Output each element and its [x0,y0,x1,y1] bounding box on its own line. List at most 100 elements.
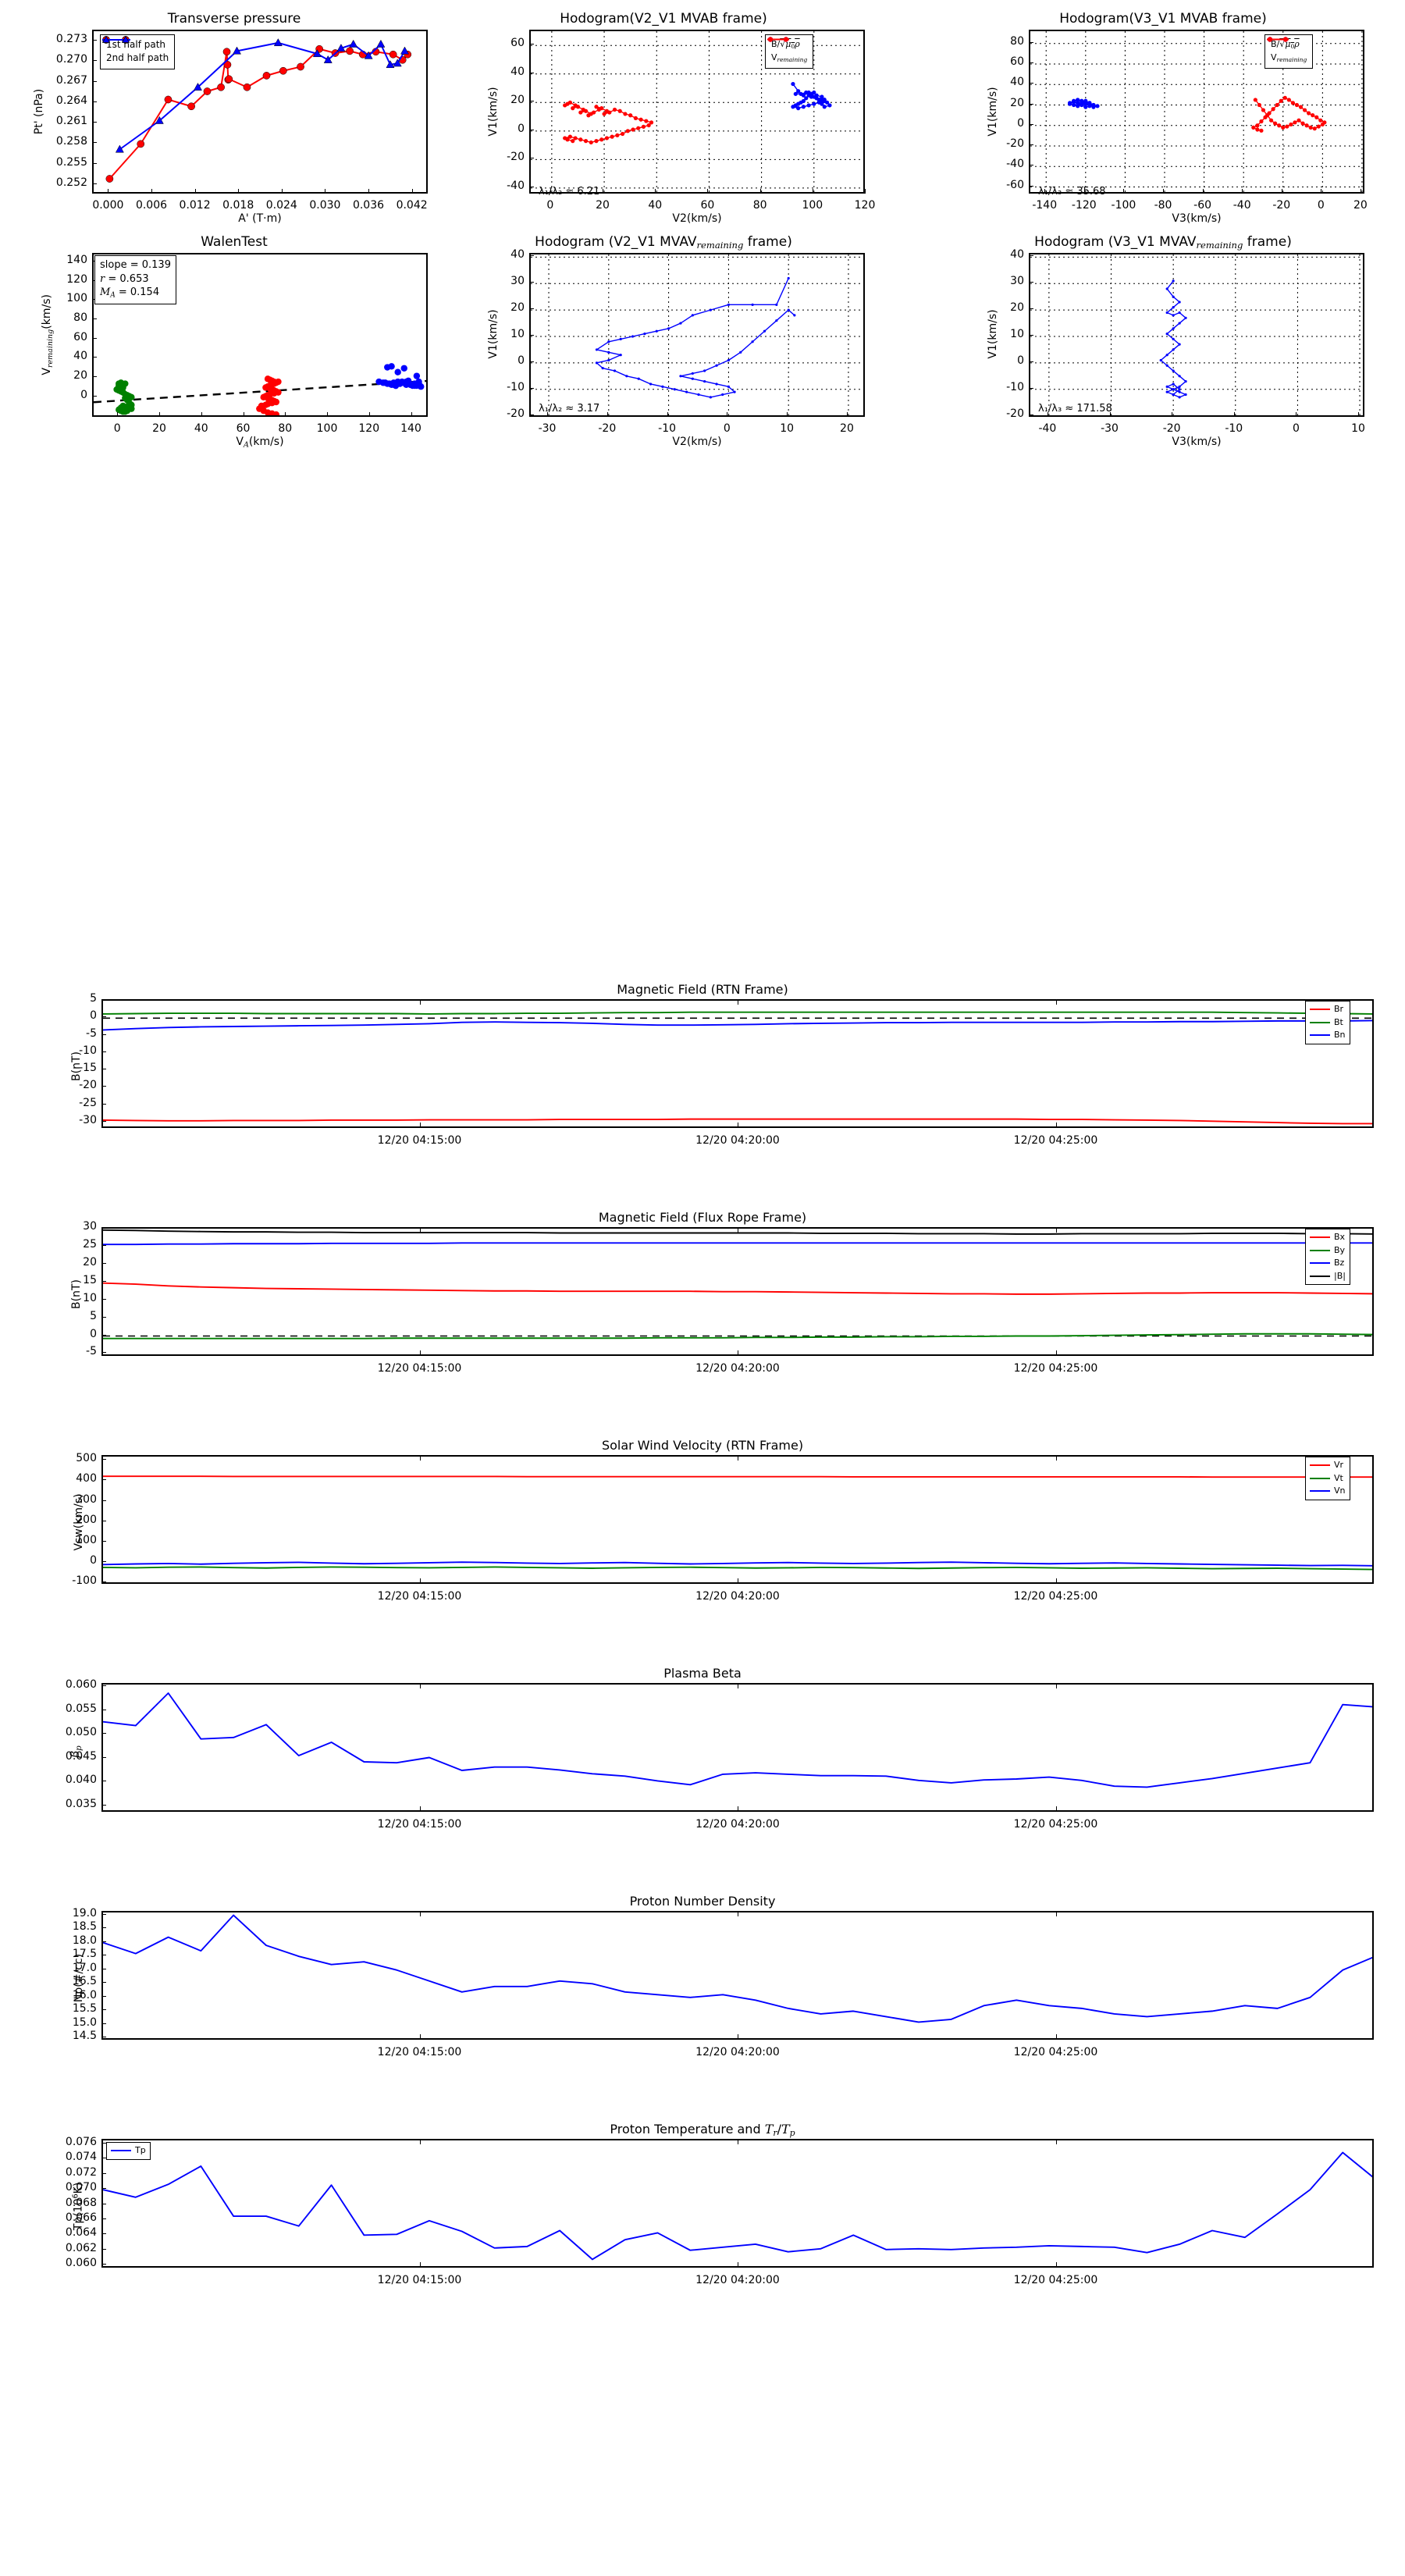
y-tick-label: 40 [510,248,525,262]
y-tick-label: 40 [1010,248,1024,262]
y-tick-label: 20 [73,369,87,382]
data-point [583,139,589,144]
data-point [571,106,575,111]
data-point [643,333,646,336]
data-point [636,126,641,130]
data-point [1178,388,1181,391]
y-tick-label: 80 [1010,34,1024,48]
data-point [1268,118,1274,123]
data-point [589,140,593,145]
x-tick-label: 0.036 [352,199,385,212]
data-point [679,322,682,325]
data-point [279,66,287,75]
y-tick-label: -100 [72,1574,97,1588]
data-point [1172,382,1175,386]
tick-mark [1029,387,1033,389]
x-tick-label: -10 [1225,422,1243,435]
legend-item-2nd-half: 2nd half path [101,35,169,65]
data-point [1267,111,1272,116]
tick-mark [92,162,97,164]
x-tick-label: 40 [194,422,208,435]
tick-mark [419,1806,421,1812]
legend-item-bt: Bt [1310,1016,1346,1030]
data-point [233,46,241,55]
data-point [262,72,271,80]
tick-mark [101,1459,106,1461]
data-point [1184,393,1187,397]
data-point [1318,118,1323,123]
data-point [791,81,795,87]
data-point [273,38,283,47]
data-point [655,329,658,333]
x-tick-label: 0.012 [179,199,211,212]
data-point [1165,287,1168,290]
y-tick-label: 0.267 [55,73,87,87]
tick-mark [419,1455,421,1461]
tick-mark [1029,335,1033,336]
x-tick-label: 20 [1353,199,1368,212]
data-point [164,95,173,104]
y-tick-label: 18.0 [72,1934,97,1947]
x-tick-label: 0 [1292,422,1300,435]
y-tick-label: 0 [518,354,525,367]
y-tick-label: 0.035 [65,1797,97,1810]
data-point [620,131,625,137]
series-line-Bn [103,1019,1372,1031]
tick-mark [151,189,152,194]
data-point [733,390,736,393]
y-tick-label: -40 [1006,158,1024,171]
y-tick-label: 14.5 [72,2030,97,2043]
data-point [1178,385,1181,388]
tick-mark [1083,189,1085,194]
data-point [787,308,790,311]
tick-mark [1029,123,1033,125]
data-point [661,385,664,388]
y-tick-label: -60 [1006,178,1024,191]
data-point [400,365,407,372]
x-axis-label: V3(km/s) [1172,436,1222,448]
data-point [364,51,373,59]
data-point [1271,107,1275,112]
x-tick-label: 12/20 04:20:00 [695,2046,780,2058]
y-tick-label: 0.050 [65,1726,97,1739]
tick-mark [92,60,97,62]
data-point [394,368,401,375]
legend: 1st half path 2nd half path [100,34,176,69]
data-point [1316,124,1321,129]
data-point [1263,115,1268,119]
panel-title: Plasma Beta [663,1666,742,1681]
y-tick-label: 16.0 [72,1988,97,2001]
data-point [631,335,635,338]
y-tick-label: 300 [76,1493,97,1506]
y-tick-label: 80 [73,311,87,324]
data-point [727,303,730,306]
data-point [613,369,617,372]
data-point [1257,102,1262,108]
data-point [727,358,730,362]
tick-mark [529,308,534,310]
x-tick-label: -140 [1032,199,1058,212]
tick-mark [101,1316,106,1318]
y-tick-label: 0.066 [65,2211,97,2224]
x-tick-label: 0.030 [309,199,341,212]
panel-title: Hodogram (V3_V1 MVAVremaining frame) [1034,234,1292,251]
tick-mark [101,2248,106,2250]
data-point [715,382,718,386]
data-point [1293,120,1297,125]
legend-label: Bx [1334,1232,1346,1242]
data-point [1308,125,1313,130]
y-tick-label: 15.0 [72,2016,97,2029]
data-point [820,98,824,102]
data-point [203,87,212,95]
tick-mark [285,412,286,417]
data-point [389,50,397,59]
data-line [119,41,406,151]
legend-item-vr: Vr [1310,1459,1346,1472]
x-tick-label: -10 [658,422,677,435]
tick-mark [419,1350,421,1356]
y-tick-label: 0.270 [55,53,87,66]
tick-mark [92,101,97,102]
data-point [612,107,617,112]
eigenvalue-ratio-annotation: λ₁/λ₂ ≈ 6.21 [539,186,600,197]
